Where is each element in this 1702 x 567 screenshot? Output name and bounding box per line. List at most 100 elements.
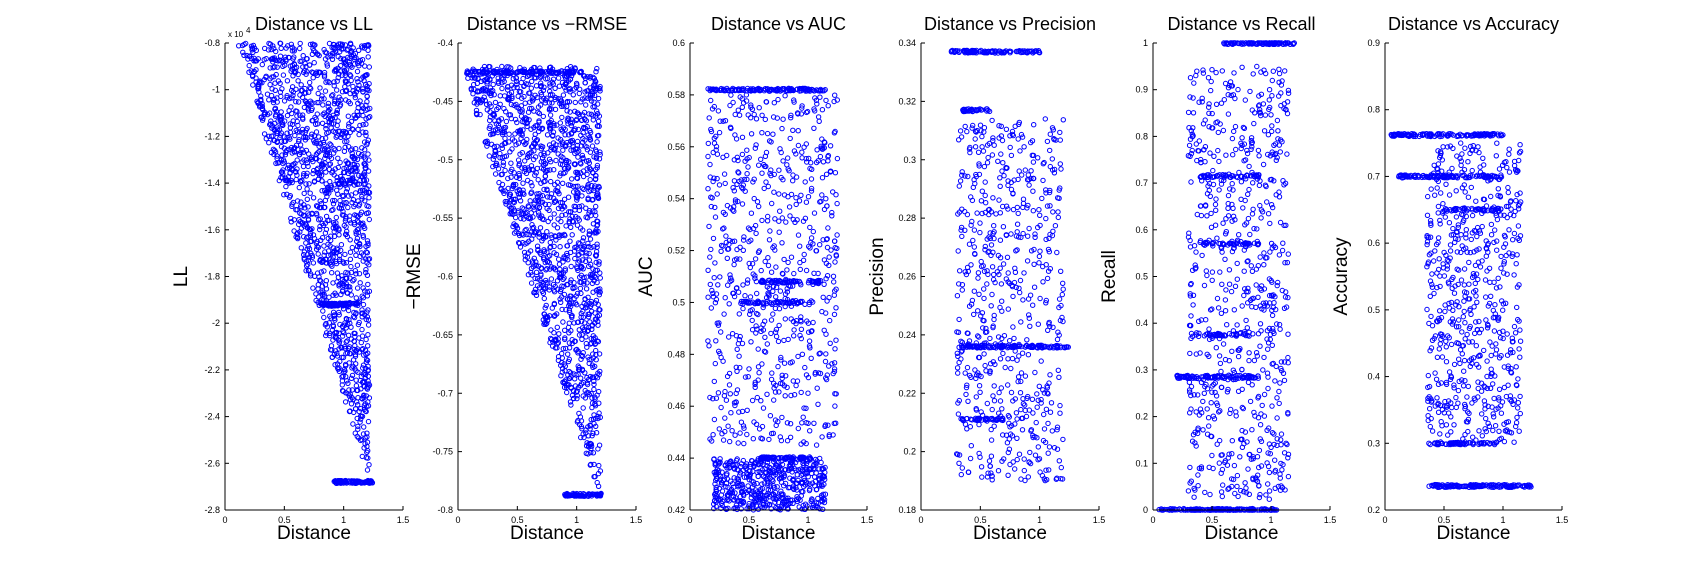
data-point [766, 436, 772, 443]
data-point [336, 309, 342, 316]
data-point [591, 244, 597, 250]
data-point [495, 166, 502, 172]
data-point [284, 78, 291, 84]
data-point [326, 294, 332, 300]
data-point [799, 420, 805, 426]
y-tick-label: -1.2 [204, 131, 220, 141]
data-point [298, 149, 304, 156]
data-point [542, 305, 548, 311]
data-point [320, 308, 326, 314]
data-point [367, 114, 373, 120]
data-point [316, 99, 322, 106]
data-point [291, 228, 297, 234]
data-point [716, 426, 722, 432]
data-point [578, 356, 584, 362]
data-point [580, 235, 587, 241]
y-tick-label: 0.46 [667, 401, 685, 411]
data-point [240, 49, 246, 55]
data-point [241, 41, 247, 48]
data-point [320, 102, 326, 108]
data-point [577, 285, 584, 292]
y-tick-label: -1.6 [204, 225, 220, 235]
data-point [342, 368, 348, 374]
data-point [484, 143, 490, 149]
data-point [304, 246, 310, 252]
data-point [362, 156, 369, 162]
data-point [309, 131, 315, 137]
data-point [326, 186, 332, 193]
data-point [744, 171, 750, 177]
x-tick-label: 1.5 [861, 515, 874, 525]
data-point [353, 168, 359, 174]
data-point [366, 157, 372, 163]
x-tick-label: 1.5 [630, 515, 643, 525]
data-point [292, 65, 298, 71]
data-point [334, 174, 340, 181]
data-point [268, 133, 275, 139]
data-point [562, 266, 568, 272]
data-point [753, 310, 760, 317]
data-point [344, 290, 350, 296]
data-point [739, 134, 746, 141]
data-point [773, 333, 780, 340]
data-point [817, 94, 823, 100]
data-point [588, 111, 595, 118]
data-point [321, 74, 328, 80]
data-point [354, 262, 361, 268]
data-point [301, 202, 307, 208]
data-point [575, 154, 581, 160]
data-point [304, 160, 310, 166]
data-point [823, 351, 829, 357]
data-point [756, 162, 762, 168]
data-point [810, 228, 816, 235]
data-point [722, 415, 728, 421]
data-point [338, 242, 345, 248]
data-point [587, 149, 594, 155]
data-point [350, 478, 356, 484]
data-point [359, 326, 365, 333]
data-point [322, 204, 328, 211]
x-axis-label: Distance [510, 523, 584, 544]
data-point [588, 443, 595, 449]
data-point [826, 363, 832, 369]
y-tick-label: -0.75 [432, 447, 453, 457]
data-point [354, 85, 361, 92]
data-point [705, 294, 711, 300]
data-point [365, 322, 372, 328]
data-point [819, 136, 825, 142]
data-point [490, 81, 496, 88]
data-point [326, 217, 332, 224]
data-point [557, 244, 563, 250]
data-point [564, 243, 570, 249]
data-point [317, 198, 323, 204]
data-point [283, 58, 289, 64]
data-point [762, 116, 768, 123]
data-point [553, 157, 559, 164]
data-point [759, 170, 765, 176]
data-point [357, 280, 363, 286]
data-point [290, 199, 296, 206]
data-point [287, 170, 293, 176]
data-point [278, 143, 285, 150]
data-point [782, 316, 788, 322]
data-point [330, 250, 336, 256]
data-point [787, 213, 793, 219]
data-point [301, 255, 307, 261]
data-point [554, 324, 560, 330]
data-point [330, 300, 336, 307]
data-point [345, 193, 352, 199]
data-point [343, 67, 350, 73]
data-point [354, 112, 360, 119]
data-point [310, 232, 317, 238]
data-point [771, 397, 777, 403]
data-point [341, 212, 347, 218]
data-point [307, 227, 313, 233]
data-point [337, 102, 344, 108]
data-point [801, 144, 807, 150]
data-point [348, 292, 354, 298]
data-point [301, 249, 308, 255]
data-point [716, 182, 723, 188]
data-point [537, 225, 544, 231]
data-point [541, 295, 547, 302]
data-point [735, 107, 741, 113]
